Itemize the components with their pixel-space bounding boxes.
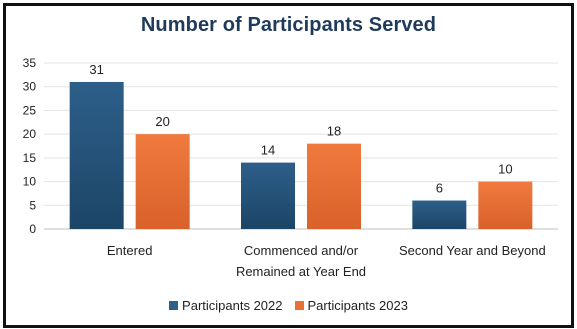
bar (69, 81, 124, 229)
legend-swatch-2022 (169, 301, 179, 310)
y-tick-label: 0 (29, 222, 36, 236)
x-tick-label: Second Year and Beyond (399, 243, 546, 258)
bar (135, 134, 190, 229)
data-label: 31 (89, 62, 103, 77)
data-labels: 31 20 14 18 6 10 (89, 62, 512, 196)
legend: Participants 2022 Participants 2023 (0, 298, 577, 313)
data-label: 10 (498, 162, 512, 177)
y-tick-label: 25 (23, 103, 37, 117)
y-tick-label: 15 (23, 151, 37, 165)
legend-label-2022: Participants 2022 (182, 298, 283, 313)
legend-label-2023: Participants 2023 (307, 298, 408, 313)
y-axis: 0 5 10 15 20 25 30 35 (23, 56, 37, 236)
y-tick-label: 5 (29, 198, 36, 212)
data-label: 20 (155, 114, 169, 129)
y-tick-label: 35 (23, 56, 37, 70)
bar (478, 181, 533, 229)
y-tick-label: 20 (23, 127, 37, 141)
chart-title: Number of Participants Served (140, 14, 437, 36)
bar (412, 200, 467, 229)
x-tick-label: Entered (107, 243, 153, 258)
x-tick-label: Remained at Year End (236, 264, 366, 279)
legend-item-2023: Participants 2023 (294, 298, 408, 313)
bar (307, 143, 361, 229)
gridlines (44, 62, 558, 230)
data-label: 6 (436, 181, 443, 196)
x-axis: Entered Commenced and/or Remained at Year … (107, 243, 546, 279)
legend-item-2022: Participants 2022 (169, 298, 283, 313)
data-label: 14 (261, 143, 275, 158)
bar (241, 162, 295, 229)
y-tick-label: 10 (23, 175, 37, 189)
legend-swatch-2023 (294, 301, 304, 310)
x-tick-label: Commenced and/or (244, 243, 359, 258)
y-tick-label: 30 (23, 80, 37, 94)
data-label: 18 (327, 124, 341, 139)
bars (69, 81, 533, 229)
